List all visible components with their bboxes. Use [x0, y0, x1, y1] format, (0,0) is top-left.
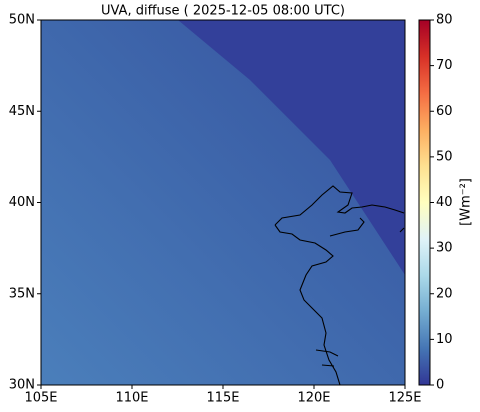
colorbar-tick-label: 0 — [436, 378, 444, 393]
y-tick-label: 35N — [9, 286, 35, 301]
colorbar-tick-label: 30 — [436, 241, 453, 256]
map-title: UVA, diffuse ( 2025-12-05 08:00 UTC) — [101, 4, 345, 19]
y-tick-label: 40N — [9, 195, 35, 210]
y-tick-label: 45N — [9, 104, 35, 119]
field-image — [41, 20, 405, 385]
x-tick-label: 125E — [388, 391, 421, 406]
x-tick-label: 110E — [115, 391, 148, 406]
colorbar-tick-label: 80 — [436, 13, 453, 28]
colorbar-tick-label: 50 — [436, 149, 453, 164]
colorbar-tick-label: 60 — [436, 104, 453, 119]
colorbar — [418, 19, 431, 386]
coastline — [274, 185, 405, 385]
x-tick-label: 120E — [297, 391, 330, 406]
colorbar-tick-label: 20 — [436, 286, 453, 301]
colorbar-label: [Wm⁻²] — [459, 178, 474, 226]
x-tick-label: 115E — [206, 391, 239, 406]
colorbar-tick-label: 40 — [436, 195, 453, 210]
colorbar-tick-label: 70 — [436, 58, 453, 73]
colorbar-tick-label: 10 — [436, 332, 453, 347]
x-tick-label: 105E — [24, 391, 57, 406]
y-tick-label: 50N — [9, 13, 35, 28]
y-tick-label: 30N — [9, 378, 35, 393]
